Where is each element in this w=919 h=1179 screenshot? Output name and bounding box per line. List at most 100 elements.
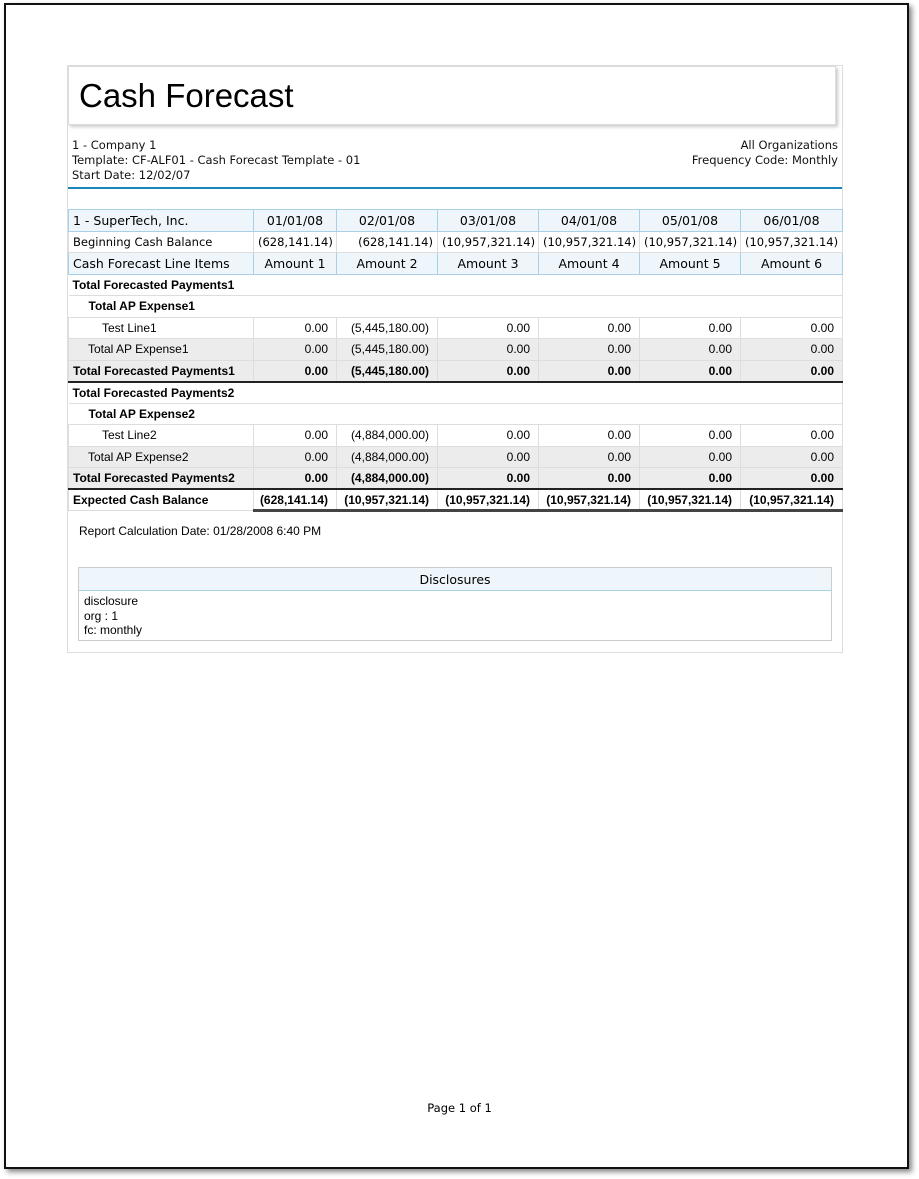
cell-value: (628,141.14) — [253, 230, 337, 253]
row-label: Total AP Expense2 — [68, 445, 254, 468]
cell-value: 0.00 — [740, 445, 843, 468]
table-row-line: Test Line1 0.00 (5,445,180.00) 0.00 0.00 0.00… — [68, 316, 843, 339]
cell-value: 0.00 — [253, 359, 337, 383]
template: Template: CF-ALF01 - Cash Forecast Templ… — [72, 153, 361, 167]
row-label: Total AP Expense1 — [68, 338, 254, 361]
cell-value: 0.00 — [639, 445, 741, 468]
cell-value: 0.00 — [253, 467, 337, 490]
cell-value: Amount 3 — [437, 252, 539, 275]
table-row-sec: Total Forecasted Payments2 — [68, 381, 843, 404]
row-label: Test Line1 — [68, 316, 254, 339]
organizations: All Organizations — [740, 138, 838, 152]
cell-value: (5,445,180.00) — [336, 359, 438, 383]
cell-value: (10,957,321.14) — [639, 230, 741, 253]
cell-value: 0.00 — [437, 316, 539, 339]
cell-value: Amount 1 — [253, 252, 337, 275]
cash-forecast-table: 1 - SuperTech, Inc. 01/01/08 02/01/08 03/01… — [68, 209, 843, 512]
row-label: 1 - SuperTech, Inc. — [68, 209, 254, 232]
disclosures-panel: Disclosures disclosure org : 1 fc: month… — [78, 567, 832, 641]
cell-value: (4,884,000.00) — [336, 424, 438, 447]
cell-value: 0.00 — [538, 467, 640, 490]
row-label: Total AP Expense2 — [68, 402, 843, 425]
cell-value: (10,957,321.14) — [437, 230, 539, 253]
cell-value: Amount 4 — [538, 252, 640, 275]
cell-value: (10,957,321.14) — [740, 230, 843, 253]
company: 1 - Company 1 — [72, 138, 157, 152]
cell-value: 0.00 — [253, 424, 337, 447]
table-row-subt: Total AP Expense1 0.00 (5,445,180.00) 0.00 0… — [68, 338, 843, 361]
calculation-date: Report Calculation Date: 01/28/2008 6:40… — [79, 524, 322, 538]
cell-value: (628,141.14) — [253, 488, 337, 512]
title-box: Cash Forecast — [68, 66, 836, 125]
row-label: Cash Forecast Line Items — [68, 252, 254, 275]
cell-value: (628,141.14) — [336, 230, 438, 253]
row-label: Total Forecasted Payments1 — [68, 273, 843, 296]
disclosure-line: fc: monthly — [84, 623, 143, 637]
cell-value: 0.00 — [437, 359, 539, 383]
cell-value: 0.00 — [437, 338, 539, 361]
cell-value: 01/01/08 — [253, 209, 337, 232]
cell-value: Amount 6 — [740, 252, 843, 275]
cell-value: 0.00 — [639, 424, 741, 447]
row-label: Beginning Cash Balance — [68, 230, 254, 253]
disclosure-line: disclosure — [84, 594, 139, 608]
cell-value: (10,957,321.14) — [538, 230, 640, 253]
cell-value: 0.00 — [538, 338, 640, 361]
table-row-line: Test Line2 0.00 (4,884,000.00) 0.00 0.00 0.00… — [68, 424, 843, 447]
row-label: Total AP Expense1 — [68, 295, 843, 318]
cell-value: 0.00 — [740, 338, 843, 361]
row-label: Total Forecasted Payments2 — [68, 467, 254, 490]
disclosures-title: Disclosures — [79, 568, 831, 591]
report-header: 1 - Company 1 Template: CF-ALF01 - Cash … — [72, 138, 838, 183]
cell-value: 0.00 — [437, 467, 539, 490]
row-label: Test Line2 — [68, 424, 254, 447]
cell-value: (5,445,180.00) — [336, 316, 438, 339]
cell-value: (10,957,321.14) — [639, 488, 741, 512]
cell-value: 03/01/08 — [437, 209, 539, 232]
cell-value: (5,445,180.00) — [336, 338, 438, 361]
cell-value: 02/01/08 — [336, 209, 438, 232]
table-row-sub: Total AP Expense2 — [68, 402, 843, 425]
cell-value: Amount 5 — [639, 252, 741, 275]
cell-value: 0.00 — [639, 338, 741, 361]
cell-value: 0.00 — [639, 316, 741, 339]
cell-value: 0.00 — [639, 467, 741, 490]
header-divider — [68, 187, 842, 189]
cell-value: 05/01/08 — [639, 209, 741, 232]
table-row-sub: Total AP Expense1 — [68, 295, 843, 318]
row-label: Expected Cash Balance — [68, 488, 254, 511]
cell-value: (10,957,321.14) — [740, 488, 843, 512]
table-row-exp: Expected Cash Balance (628,141.14) (10,957… — [68, 488, 843, 512]
cell-value: 0.00 — [253, 338, 337, 361]
cell-value: (4,884,000.00) — [336, 445, 438, 468]
cell-value: 0.00 — [437, 424, 539, 447]
disclosure-line: org : 1 — [84, 608, 119, 623]
start-date: Start Date: 12/02/07 — [72, 168, 191, 182]
page-number: Page 1 of 1 — [427, 1101, 492, 1115]
cell-value: 0.00 — [538, 424, 640, 447]
cell-value: 0.00 — [538, 445, 640, 468]
cell-value: 0.00 — [740, 467, 843, 490]
cell-value: (10,957,321.14) — [336, 488, 438, 512]
row-label: Total Forecasted Payments1 — [68, 359, 254, 383]
table-row-tot: Total Forecasted Payments1 0.00 (5,445,180… — [68, 359, 843, 383]
cell-value: (10,957,321.14) — [437, 488, 539, 512]
cell-value: 0.00 — [253, 445, 337, 468]
page-title: Cash Forecast — [79, 77, 294, 114]
cell-value: (10,957,321.14) — [538, 488, 640, 512]
table-row-subt: Total AP Expense2 0.00 (4,884,000.00) 0.00 0… — [68, 445, 843, 468]
report-container — [67, 65, 843, 653]
cell-value: 0.00 — [740, 424, 843, 447]
cell-value: 0.00 — [538, 316, 640, 339]
cell-value: 04/01/08 — [538, 209, 640, 232]
cell-value: 06/01/08 — [740, 209, 843, 232]
cell-value: (4,884,000.00) — [336, 467, 438, 490]
date-header-row: 1 - SuperTech, Inc. 01/01/08 02/01/08 03/01… — [68, 209, 843, 232]
cell-value: 0.00 — [437, 445, 539, 468]
table-row-tot: Total Forecasted Payments2 0.00 (4,884,000… — [68, 467, 843, 490]
cell-value: 0.00 — [740, 359, 843, 383]
cell-value: 0.00 — [253, 316, 337, 339]
cell-value: 0.00 — [538, 359, 640, 383]
frequency-code: Frequency Code: Monthly — [691, 153, 838, 167]
cell-value: 0.00 — [740, 316, 843, 339]
